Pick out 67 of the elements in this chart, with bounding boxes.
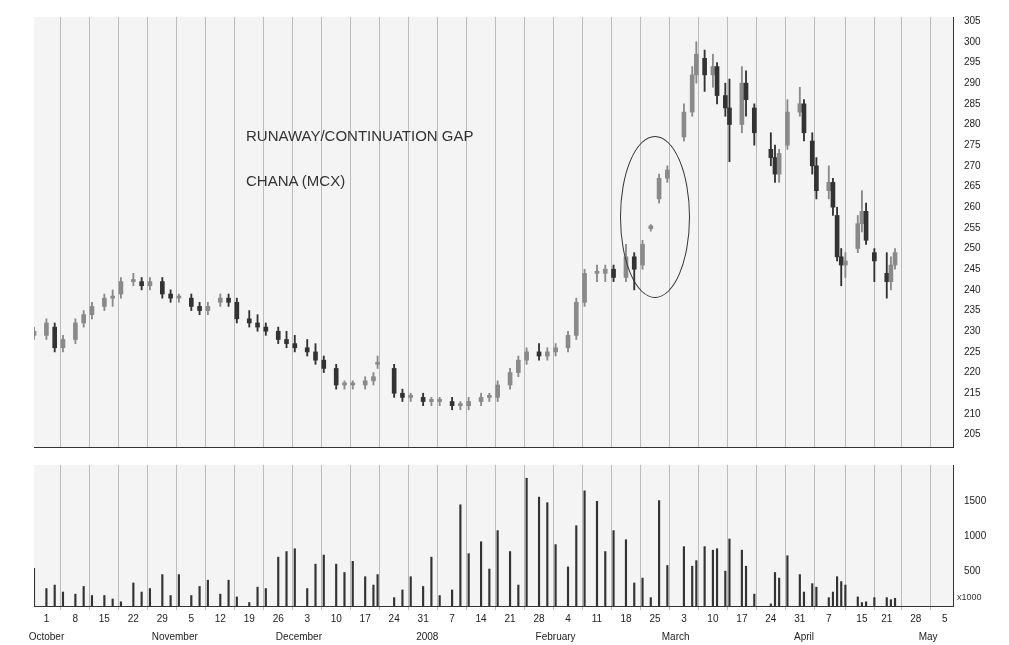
- x-tick-label: 10: [707, 612, 719, 624]
- y-tick-label: 230: [964, 324, 982, 336]
- y-tick-label: 210: [964, 407, 982, 419]
- x2-tick-label: December: [275, 630, 323, 642]
- x2-tick-label: May: [918, 630, 938, 642]
- x-tick-label: 1: [43, 612, 50, 624]
- x-tick-label: 26: [272, 612, 285, 624]
- y-tick-label: 220: [964, 366, 982, 378]
- y-tick-label: 255: [964, 221, 982, 233]
- y-tick-label: 275: [964, 138, 982, 150]
- x2-tick-label: February: [535, 630, 576, 642]
- x-tick-label: 7: [826, 612, 833, 624]
- y-tick-label: 285: [964, 97, 982, 109]
- x2-tick-label: 2008: [416, 630, 439, 642]
- y-tick-label: 240: [964, 283, 982, 295]
- y-tick-label: 1500: [964, 495, 987, 507]
- y-tick-label: 270: [964, 159, 982, 171]
- x-tick-label: 15: [856, 612, 868, 624]
- x-tick-label: 17: [359, 612, 372, 624]
- x2-tick-label: October: [28, 630, 65, 642]
- x-tick-label: 11: [591, 612, 603, 624]
- x-tick-label: 7: [449, 612, 456, 624]
- x-tick-label: 28: [910, 612, 922, 624]
- x-tick-label: 3: [681, 612, 688, 624]
- y-tick-label: 225: [964, 345, 982, 357]
- x-tick-label: 29: [156, 612, 169, 624]
- y-tick-label: 235: [964, 304, 982, 316]
- y-tick-label: 215: [964, 387, 982, 398]
- x-tick-label: 8: [72, 612, 79, 624]
- y-tick-label: 500: [964, 564, 982, 576]
- y-tick-label: 280: [964, 118, 982, 130]
- y-tick-label: 290: [964, 76, 982, 88]
- x-tick-label: 17: [736, 612, 748, 624]
- x-tick-label: 3: [304, 612, 311, 624]
- y-tick-label: 1000: [964, 529, 987, 541]
- x-tick-label: 12: [214, 612, 227, 624]
- y-tick-label: 300: [964, 35, 982, 47]
- y-tick-label: 265: [964, 180, 982, 192]
- x-tick-label: 5: [188, 612, 195, 624]
- x-tick-label: 10: [330, 612, 343, 624]
- y-tick-label: 205: [964, 428, 982, 440]
- y-tick-label: 250: [964, 242, 982, 254]
- x2-tick-label: November: [151, 630, 199, 642]
- y-tick-label: 295: [964, 56, 982, 68]
- y-tick-label: 305: [964, 14, 982, 26]
- x2-tick-label: April: [793, 630, 814, 642]
- x2-tick-label: March: [661, 630, 690, 642]
- x-tick-label: 18: [620, 612, 632, 624]
- x-tick-label: 22: [127, 612, 140, 624]
- x-tick-label: 21: [504, 612, 517, 624]
- y-tick-label: 245: [964, 262, 982, 274]
- x-tick-label: 21: [881, 612, 893, 624]
- x-tick-label: 24: [765, 612, 777, 624]
- x-tick-label: 19: [243, 612, 256, 624]
- x-tick-label: 25: [649, 612, 661, 624]
- x-tick-label: 4: [565, 612, 572, 624]
- x-tick-label: 24: [388, 612, 401, 624]
- x-tick-label: 28: [533, 612, 546, 624]
- x-tick-label: 5: [941, 612, 948, 624]
- text: RUNAWAY/CONTINUATION GAP: [246, 127, 474, 145]
- text: CHANA (MCX): [246, 172, 346, 190]
- y-axis-title: x1000: [957, 592, 982, 603]
- x-tick-label: 31: [417, 612, 430, 624]
- x-tick-label: 15: [98, 612, 111, 624]
- x-tick-label: 14: [475, 612, 488, 624]
- x-tick-label: 31: [794, 612, 806, 624]
- y-tick-label: 260: [964, 200, 982, 212]
